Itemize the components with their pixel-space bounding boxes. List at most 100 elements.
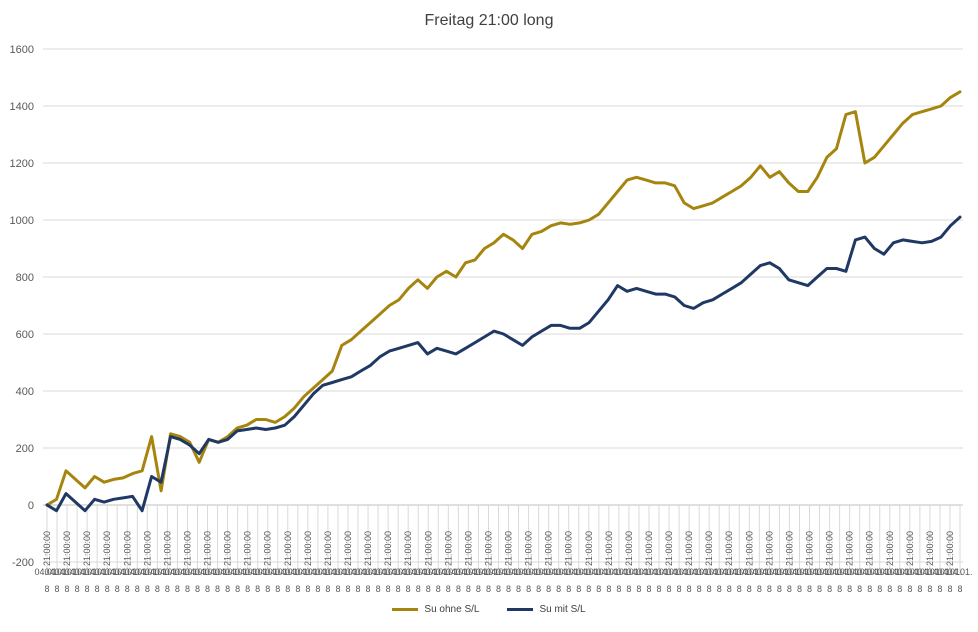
x-row-label: 8	[927, 584, 932, 594]
x-date-label: 04.01.	[215, 567, 240, 577]
x-row-label: 8	[817, 584, 822, 594]
x-date-label: 04.01.	[235, 567, 260, 577]
x-date-label: 04.01.	[837, 567, 862, 577]
x-tick-label: 21:00:00	[463, 531, 473, 566]
x-row-label: 8	[44, 584, 49, 594]
x-date-label: 04.01.	[265, 567, 290, 577]
x-tick-label: 21:00:00	[744, 531, 754, 566]
x-date-label: 04.01.	[205, 567, 230, 577]
x-tick-label: 21:00:00	[223, 531, 233, 566]
x-row-label: 8	[877, 584, 882, 594]
x-date-label: 04.01.	[426, 567, 451, 577]
x-row-label: 8	[245, 584, 250, 594]
x-tick-label: 21:00:00	[584, 531, 594, 566]
x-date-label: 04.01.	[857, 567, 882, 577]
y-tick-label: 1000	[10, 215, 34, 227]
x-row-label: 8	[546, 584, 551, 594]
x-row-label: 8	[486, 584, 491, 594]
x-row-label: 8	[426, 584, 431, 594]
x-tick-label: 21:00:00	[845, 531, 855, 566]
x-date-label: 04.01.	[295, 567, 320, 577]
x-row-label: 8	[907, 584, 912, 594]
x-row-label: 8	[205, 584, 210, 594]
x-tick-label: 21:00:00	[684, 531, 694, 566]
x-tick-label: 21:00:00	[504, 531, 514, 566]
x-date-label: 04.01.	[897, 567, 922, 577]
x-row-label: 8	[496, 584, 501, 594]
x-row-label: 8	[366, 584, 371, 594]
x-date-label: 04.01.	[255, 567, 280, 577]
x-date-label: 04.01.	[406, 567, 431, 577]
x-date-label: 04.01.	[155, 567, 180, 577]
x-date-label: 04.01.	[476, 567, 501, 577]
x-tick-label: 21:00:00	[283, 531, 293, 566]
x-date-label: 04.01.	[556, 567, 581, 577]
x-date-label: 04.01.	[576, 567, 601, 577]
x-date-label: 04.01.	[566, 567, 591, 577]
x-date-label: 04.01.	[907, 567, 932, 577]
x-date-label: 04.01.	[95, 567, 120, 577]
x-row-label: 8	[536, 584, 541, 594]
x-row-label: 8	[416, 584, 421, 594]
x-tick-label: 21:00:00	[664, 531, 674, 566]
x-date-label: 04.01.	[757, 567, 782, 577]
x-row-label: 8	[95, 584, 100, 594]
x-tick-label: 21:00:00	[383, 531, 393, 566]
x-tick-label: 21:00:00	[784, 531, 794, 566]
x-row-label: 8	[727, 584, 732, 594]
x-date-label: 04.01.	[456, 567, 481, 577]
x-tick-label: 21:00:00	[343, 531, 353, 566]
x-date-label: 04.01.	[195, 567, 220, 577]
x-date-label: 04.01.	[586, 567, 611, 577]
series-lines	[45, 90, 962, 513]
x-date-label: 04.01.	[75, 567, 100, 577]
x-row-label: 8	[175, 584, 180, 594]
x-date-label: 04.01.	[626, 567, 651, 577]
x-row-label: 8	[576, 584, 581, 594]
x-date-label: 04.01.	[646, 567, 671, 577]
gridlines	[43, 48, 963, 563]
x-row-label: 8	[596, 584, 601, 594]
x-row-label: 8	[75, 584, 80, 594]
x-date-label: 04.01.	[366, 567, 391, 577]
x-row-label: 8	[787, 584, 792, 594]
y-tick-label: 0	[28, 500, 34, 512]
y-tick-label: 800	[16, 272, 34, 284]
x-row-label: 8	[767, 584, 772, 594]
x-date-label: 04.01.	[245, 567, 270, 577]
x-row-label: 8	[135, 584, 140, 594]
x-row-label: 8	[275, 584, 280, 594]
x-date-label: 04.01.	[145, 567, 170, 577]
chart-title: Freitag 21:00 long	[424, 12, 554, 29]
x-row-label: 8	[887, 584, 892, 594]
x-date-label: 04.01.	[717, 567, 742, 577]
x-row-label: 8	[747, 584, 752, 594]
x-date-label: 04.01.	[315, 567, 340, 577]
x-date-label: 04.01.	[335, 567, 360, 577]
x-row-label: 8	[827, 584, 832, 594]
x-date-label: 04.01.	[747, 567, 772, 577]
x-date-label: 04.01.	[596, 567, 621, 577]
x-date-label: 04.01.	[105, 567, 130, 577]
x-date-label: 04.01.	[496, 567, 521, 577]
x-tick-label: 21:00:00	[644, 531, 654, 566]
x-row-label: 8	[185, 584, 190, 594]
x-row-label: 8	[325, 584, 330, 594]
y-tick-label: 1600	[10, 44, 34, 56]
x-date-label: 04.01.	[687, 567, 712, 577]
x-date-label: 04.01.	[727, 567, 752, 577]
x-row-label: 8	[305, 584, 310, 594]
series-line-su-ohne-s-l	[45, 90, 962, 507]
x-row-label: 8	[285, 584, 290, 594]
x-date-label: 04.01.	[707, 567, 732, 577]
x-date-label: 04.01.	[636, 567, 661, 577]
x-row-label: 8	[295, 584, 300, 594]
x-date-label: 04.01.	[787, 567, 812, 577]
x-row-label: 8	[115, 584, 120, 594]
x-date-label: 04.01.	[165, 567, 190, 577]
x-row-label: 8	[556, 584, 561, 594]
x-row-label: 8	[225, 584, 230, 594]
x-date-label: 04.01.	[546, 567, 571, 577]
x-date-label: 04.01.	[657, 567, 682, 577]
x-date-label: 04.01.	[667, 567, 692, 577]
